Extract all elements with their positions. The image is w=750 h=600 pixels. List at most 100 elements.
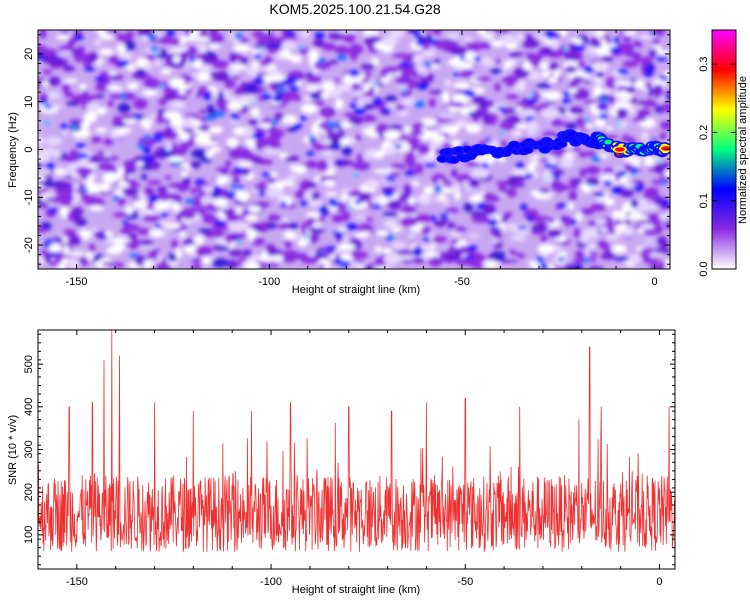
noise-blob — [182, 49, 197, 56]
noise-blob — [97, 162, 114, 170]
noise-blob — [657, 236, 667, 246]
noise-hotspot — [285, 31, 296, 37]
noise-blob — [511, 83, 527, 92]
noise-hotspot — [49, 252, 59, 256]
track-peak — [614, 147, 625, 152]
noise-blob — [237, 257, 247, 262]
noise-blob — [264, 147, 281, 155]
colorbar-tick-label: 0.3 — [698, 56, 710, 71]
noise-blob — [185, 30, 191, 36]
noise-blob — [229, 234, 241, 241]
noise-blob — [477, 100, 495, 109]
y-tick-label: -20 — [23, 237, 35, 253]
noise-blob — [549, 169, 565, 175]
noise-blob — [560, 157, 575, 168]
noise-blob — [328, 32, 345, 40]
noise-blob — [409, 68, 418, 77]
noise-blob — [571, 146, 581, 152]
noise-hotspot — [81, 187, 89, 193]
noise-hotspot — [299, 45, 305, 50]
noise-hotspot — [539, 263, 549, 269]
noise-blob — [59, 206, 69, 216]
noise-blob — [334, 45, 353, 55]
noise-blob — [362, 104, 375, 110]
noise-blob — [568, 42, 578, 54]
noise-hotspot — [467, 245, 478, 251]
snr-y-label: SNR (10 * v/v) — [7, 415, 19, 485]
noise-blob — [534, 194, 551, 200]
noise-blob — [515, 123, 529, 129]
noise-blob — [78, 83, 87, 90]
noise-blob — [38, 169, 52, 175]
noise-hotspot — [499, 130, 505, 135]
noise-blob — [461, 36, 475, 43]
noise-blob — [210, 146, 222, 153]
noise-blob — [542, 131, 557, 138]
track-core — [444, 149, 453, 155]
noise-blob — [632, 116, 647, 122]
noise-hotspot — [117, 59, 130, 67]
noise-blob — [508, 52, 525, 59]
noise-blob — [265, 42, 282, 50]
noise-hotspot — [657, 158, 663, 162]
noise-blob — [38, 30, 47, 39]
noise-blob — [588, 220, 596, 228]
noise-hotspot — [75, 143, 86, 148]
noise-blob — [620, 81, 634, 87]
noise-hotspot — [285, 77, 298, 84]
noise-blob — [155, 112, 163, 124]
noise-hotspot — [496, 106, 507, 111]
noise-hotspot — [656, 56, 668, 61]
noise-blob — [364, 179, 381, 189]
noise-blob — [515, 106, 522, 112]
noise-blob — [641, 131, 649, 141]
noise-hotspot — [561, 98, 571, 103]
noise-blob — [209, 30, 218, 36]
noise-blob — [649, 263, 664, 269]
noise-blob — [358, 223, 374, 231]
noise-hotspot — [594, 192, 606, 198]
noise-blob — [444, 207, 460, 214]
noise-blob — [438, 113, 455, 119]
noise-blob — [414, 214, 433, 223]
noise-hotspot — [258, 190, 266, 196]
noise-blob — [619, 42, 635, 54]
noise-blob — [493, 234, 503, 239]
noise-blob — [133, 98, 148, 110]
noise-blob — [318, 263, 326, 269]
noise-blob — [483, 114, 491, 125]
noise-blob — [480, 56, 491, 62]
noise-blob — [191, 148, 208, 160]
noise-hotspot — [129, 253, 140, 258]
noise-blob — [116, 51, 133, 62]
noise-hotspot — [160, 211, 168, 218]
noise-blob — [245, 228, 256, 235]
noise-blob — [420, 35, 434, 41]
noise-blob — [323, 179, 336, 187]
x-tick-label: -50 — [454, 276, 470, 288]
noise-blob — [648, 48, 658, 58]
noise-blob — [420, 226, 431, 236]
noise-blob — [262, 35, 278, 44]
noise-blob — [585, 165, 601, 175]
noise-blob — [233, 44, 251, 53]
noise-blob — [312, 232, 320, 239]
noise-blob — [250, 107, 261, 118]
noise-blob — [660, 121, 670, 130]
noise-blob — [618, 223, 628, 231]
noise-blob — [284, 238, 292, 249]
noise-blob — [159, 220, 176, 226]
noise-blob — [148, 249, 159, 260]
noise-blob — [161, 190, 171, 202]
noise-blob — [76, 95, 93, 104]
noise-blob — [537, 103, 550, 109]
noise-hotspot — [329, 198, 336, 205]
noise-blob — [566, 202, 575, 211]
noise-blob — [490, 227, 503, 232]
noise-hotspot — [628, 171, 638, 177]
noise-blob — [279, 35, 297, 43]
noise-blob — [520, 109, 537, 118]
noise-blob — [200, 213, 214, 219]
noise-blob — [468, 234, 481, 239]
noise-blob — [183, 89, 194, 94]
